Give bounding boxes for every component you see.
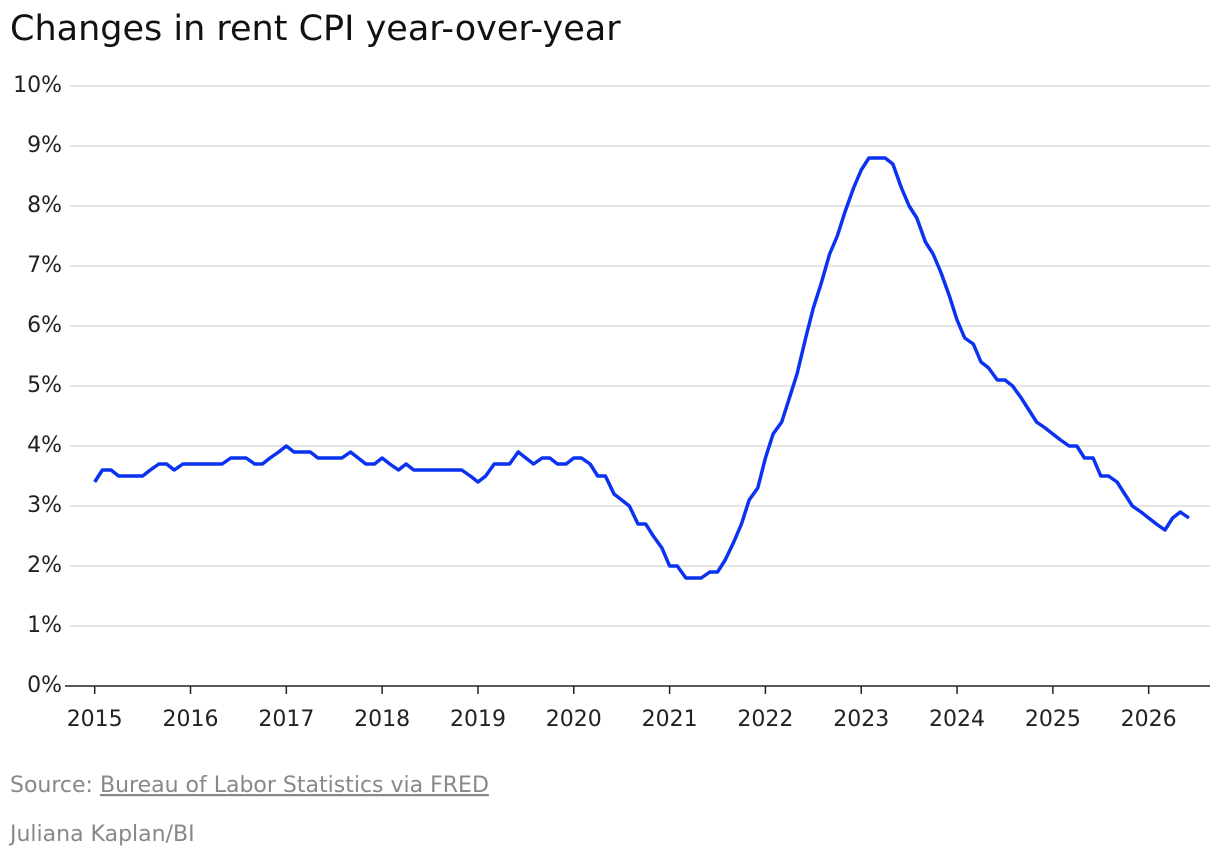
x-tick-label: 2022	[737, 707, 793, 732]
x-tick-label: 2021	[642, 707, 698, 732]
x-tick-label: 2018	[354, 707, 410, 732]
source-prefix: Source:	[10, 773, 93, 798]
x-tick-label: 2024	[929, 707, 985, 732]
y-tick-label: 9%	[27, 133, 62, 158]
y-tick-label: 6%	[27, 313, 62, 338]
x-tick-label: 2020	[546, 707, 602, 732]
y-tick-label: 8%	[27, 193, 62, 218]
x-tick-label: 2025	[1025, 707, 1081, 732]
source: Source: Bureau of Labor Statistics via F…	[10, 773, 489, 798]
x-tick-label: 2026	[1121, 707, 1177, 732]
x-tick-label: 2016	[163, 707, 219, 732]
y-tick-label: 2%	[27, 553, 62, 578]
x-tick-label: 2019	[450, 707, 506, 732]
source-link[interactable]: Bureau of Labor Statistics via FRED	[100, 773, 489, 798]
x-tick-label: 2015	[67, 707, 123, 732]
y-tick-label: 3%	[27, 493, 62, 518]
x-tick-label: 2023	[833, 707, 889, 732]
x-tick-label: 2017	[258, 707, 314, 732]
y-tick-label: 5%	[27, 373, 62, 398]
credit: Juliana Kaplan/BI	[8, 822, 195, 847]
y-tick-label: 1%	[27, 613, 62, 638]
y-tick-label: 0%	[27, 673, 62, 698]
chart-title: Changes in rent CPI year-over-year	[10, 9, 621, 49]
data-line	[93, 156, 1190, 580]
y-tick-label: 7%	[27, 253, 62, 278]
y-tick-label: 4%	[27, 433, 62, 458]
y-tick-label: 10%	[13, 73, 62, 98]
